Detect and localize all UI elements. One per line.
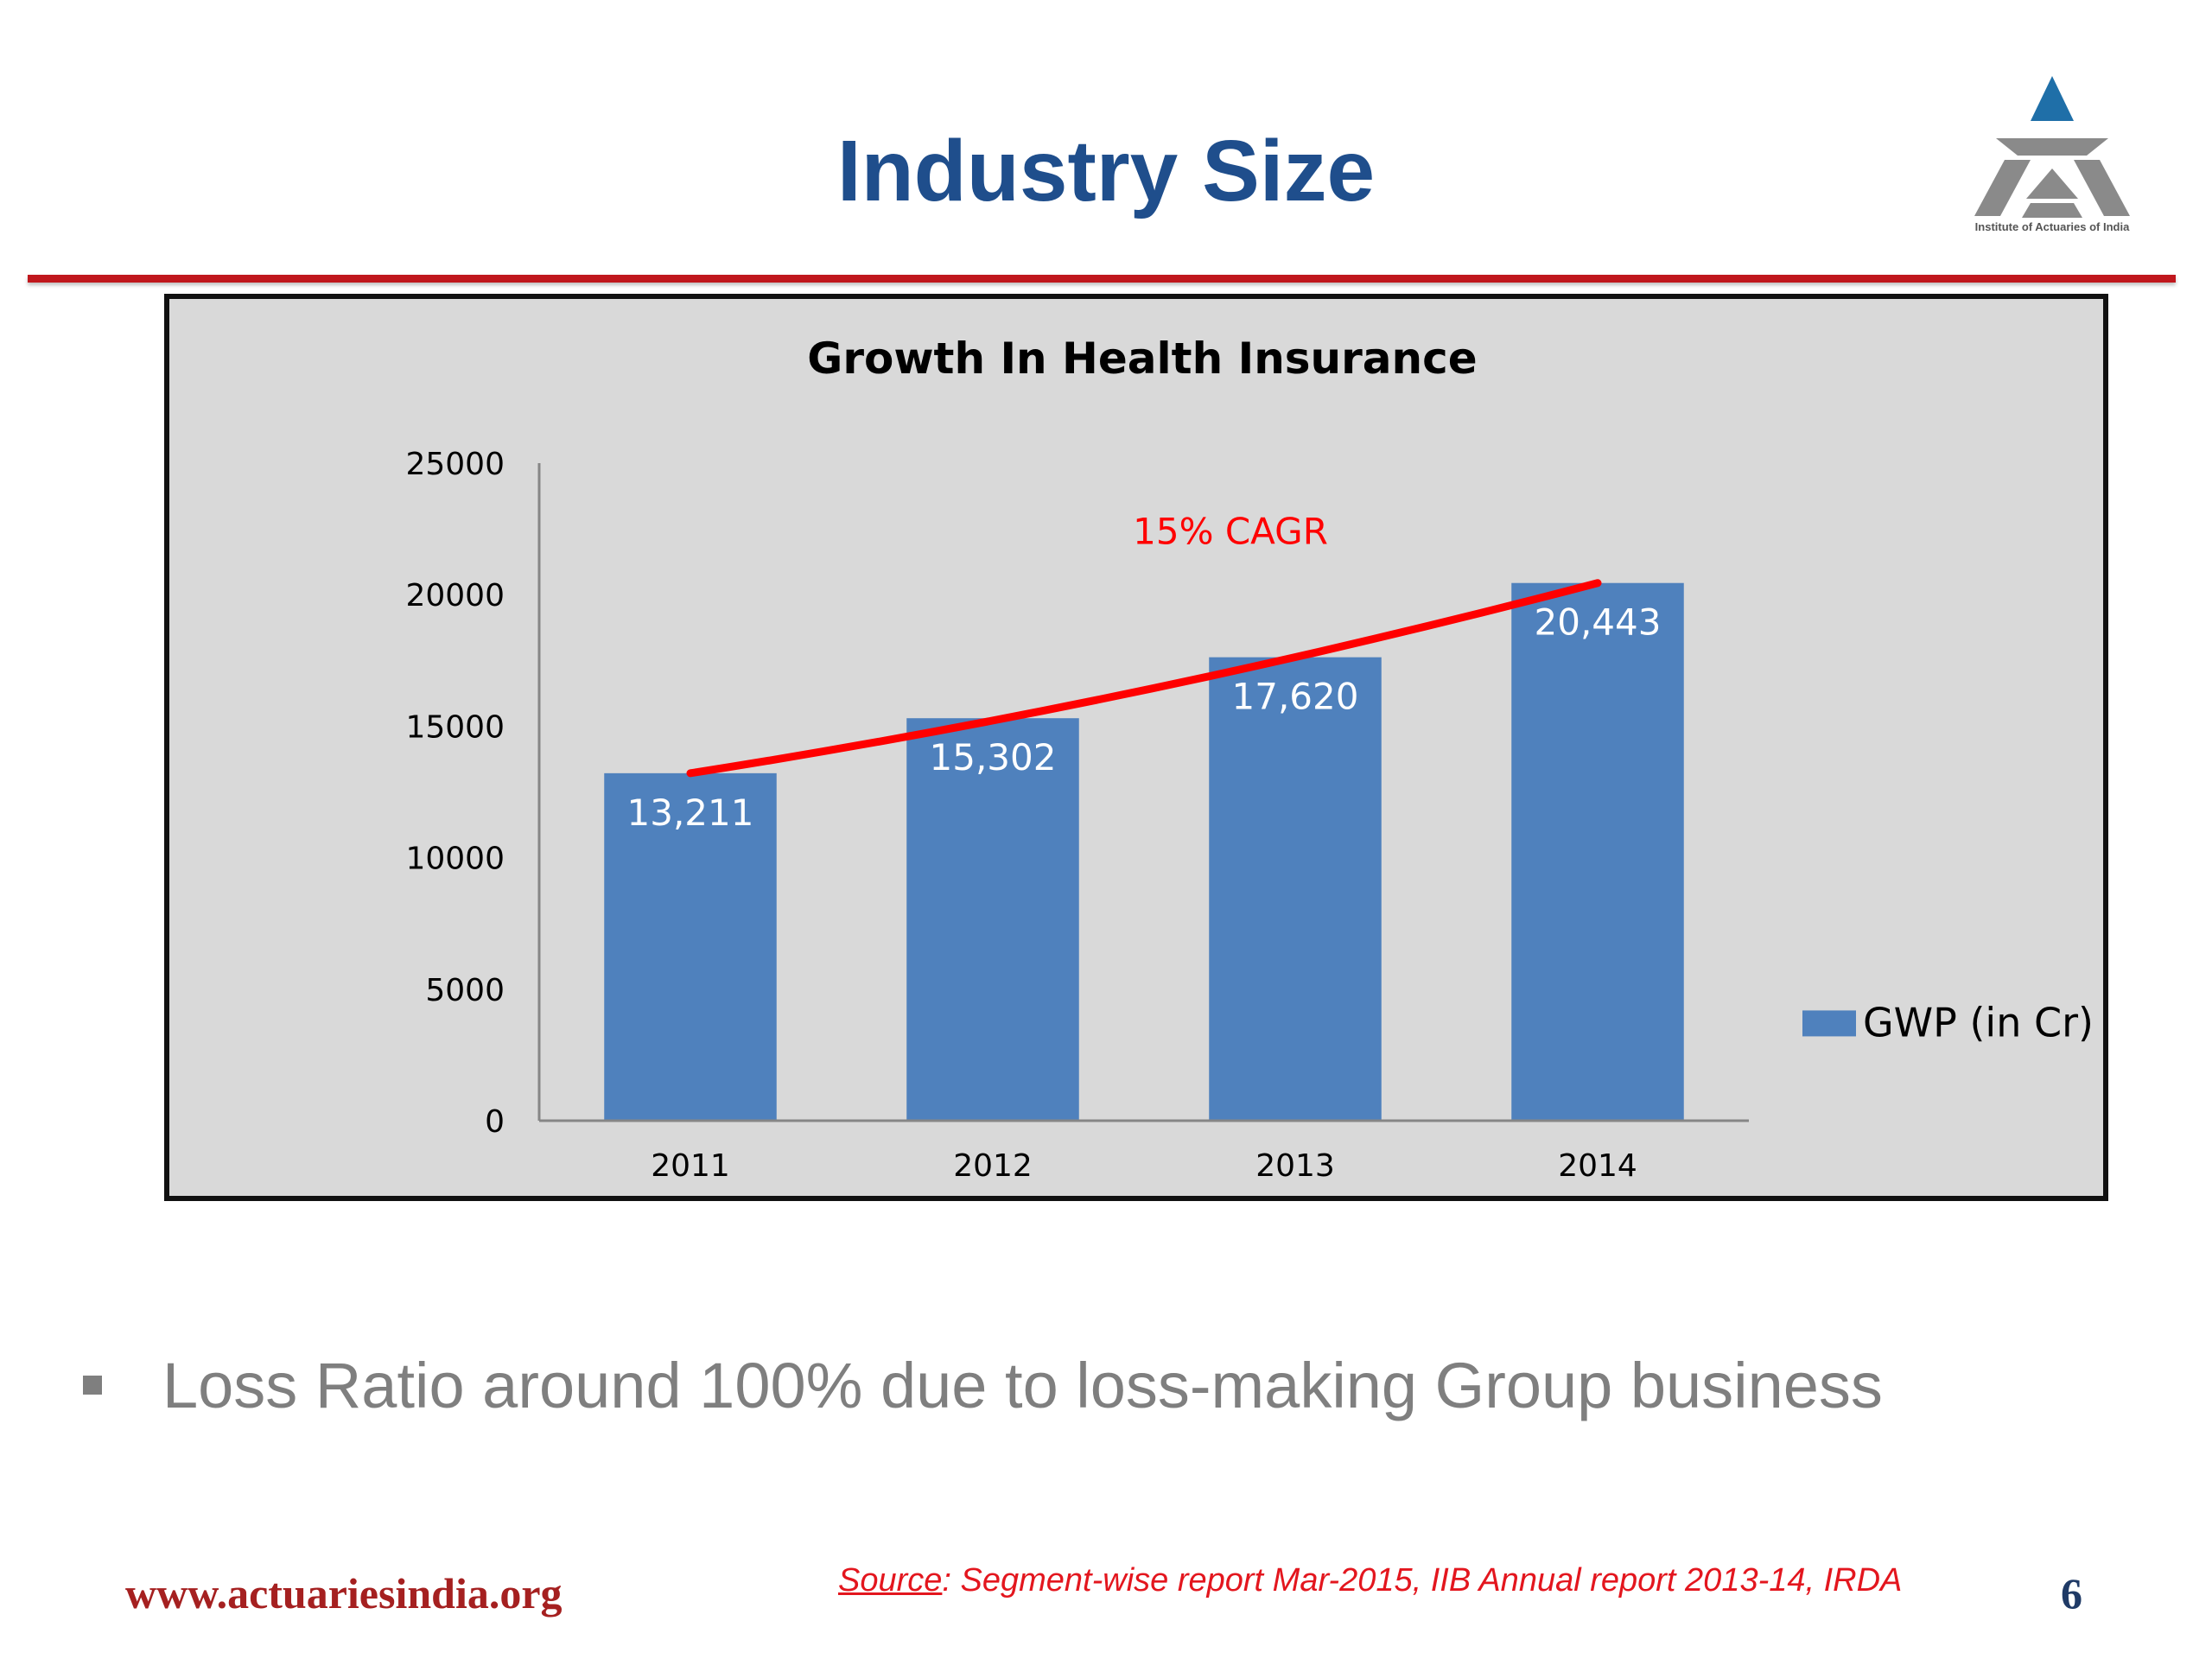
slide-title: Industry Size <box>836 123 1376 219</box>
bar <box>1209 657 1382 1121</box>
chart-title: Growth In Health Insurance <box>807 334 1477 384</box>
bullet-text: Loss Ratio around 100% due to loss-makin… <box>162 1350 1883 1421</box>
footer-website-link[interactable]: www.actuariesindia.org <box>125 1569 563 1618</box>
legend-swatch <box>1802 1010 1856 1037</box>
source-label: Source <box>838 1562 943 1599</box>
footer-source: Source: Segment-wise report Mar-2015, II… <box>838 1562 1902 1599</box>
x-tick-label: 2014 <box>1558 1148 1637 1184</box>
bullet-square-icon <box>83 1376 102 1395</box>
data-label: 13,211 <box>627 791 754 834</box>
data-label: 15,302 <box>930 736 1057 779</box>
source-text: : Segment-wise report Mar-2015, IIB Annu… <box>942 1562 1903 1599</box>
cagr-annotation: 15% CAGR <box>1133 511 1328 553</box>
legend-label: GWP (in Cr) <box>1863 999 2094 1046</box>
logo-caption: Institute of Actuaries of India <box>1974 220 2130 233</box>
y-tick-label: 5000 <box>425 973 505 1008</box>
institute-logo <box>1974 76 2130 218</box>
bullet-point: Loss Ratio around 100% due to loss-makin… <box>83 1348 2157 1426</box>
chart-panel: Growth In Health Insurance 0 5000 10000 150… <box>164 294 2108 1201</box>
data-label: 20,443 <box>1535 601 1662 644</box>
bar-chart: Growth In Health Insurance 0 5000 10000 150… <box>405 334 2094 1184</box>
title-divider <box>28 275 2176 283</box>
x-tick-label: 2013 <box>1255 1148 1335 1184</box>
x-tick-label: 2011 <box>651 1148 730 1184</box>
y-tick-label: 0 <box>485 1104 505 1140</box>
bar <box>604 772 777 1121</box>
cagr-trend-line <box>686 579 1602 778</box>
page-number: 6 <box>2061 1569 2082 1618</box>
y-tick-label: 15000 <box>405 709 505 745</box>
data-label: 17,620 <box>1232 676 1359 718</box>
y-tick-label: 25000 <box>405 447 505 482</box>
x-tick-label: 2012 <box>953 1148 1033 1184</box>
y-tick-label: 10000 <box>405 842 505 877</box>
bar <box>906 718 1079 1121</box>
y-tick-label: 20000 <box>405 578 505 613</box>
bar <box>1511 582 1684 1121</box>
